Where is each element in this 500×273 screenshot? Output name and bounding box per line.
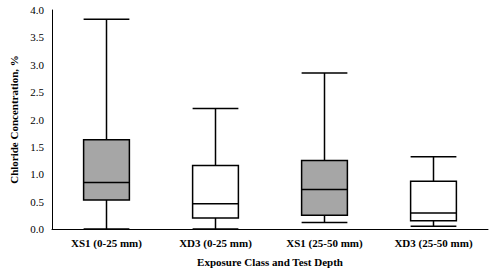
- svg-text:XD3 (0-25 mm): XD3 (0-25 mm): [179, 237, 252, 250]
- svg-text:0.5: 0.5: [30, 196, 44, 208]
- svg-text:Exposure Class and Test Depth: Exposure Class and Test Depth: [197, 256, 343, 268]
- svg-text:1.0: 1.0: [30, 168, 44, 180]
- svg-text:XS1 (25-50 mm): XS1 (25-50 mm): [286, 237, 363, 250]
- svg-text:0.0: 0.0: [30, 223, 44, 235]
- svg-text:4.0: 4.0: [30, 4, 44, 16]
- svg-text:XS1 (0-25 mm): XS1 (0-25 mm): [71, 237, 142, 250]
- svg-text:2.0: 2.0: [30, 114, 44, 126]
- svg-text:XD3 (25-50 mm): XD3 (25-50 mm): [394, 237, 473, 250]
- svg-text:1.5: 1.5: [30, 141, 44, 153]
- svg-text:3.5: 3.5: [30, 31, 44, 43]
- svg-text:2.5: 2.5: [30, 86, 44, 98]
- svg-text:3.0: 3.0: [30, 59, 44, 71]
- svg-text:Chloride Concentration, %: Chloride Concentration, %: [8, 55, 20, 184]
